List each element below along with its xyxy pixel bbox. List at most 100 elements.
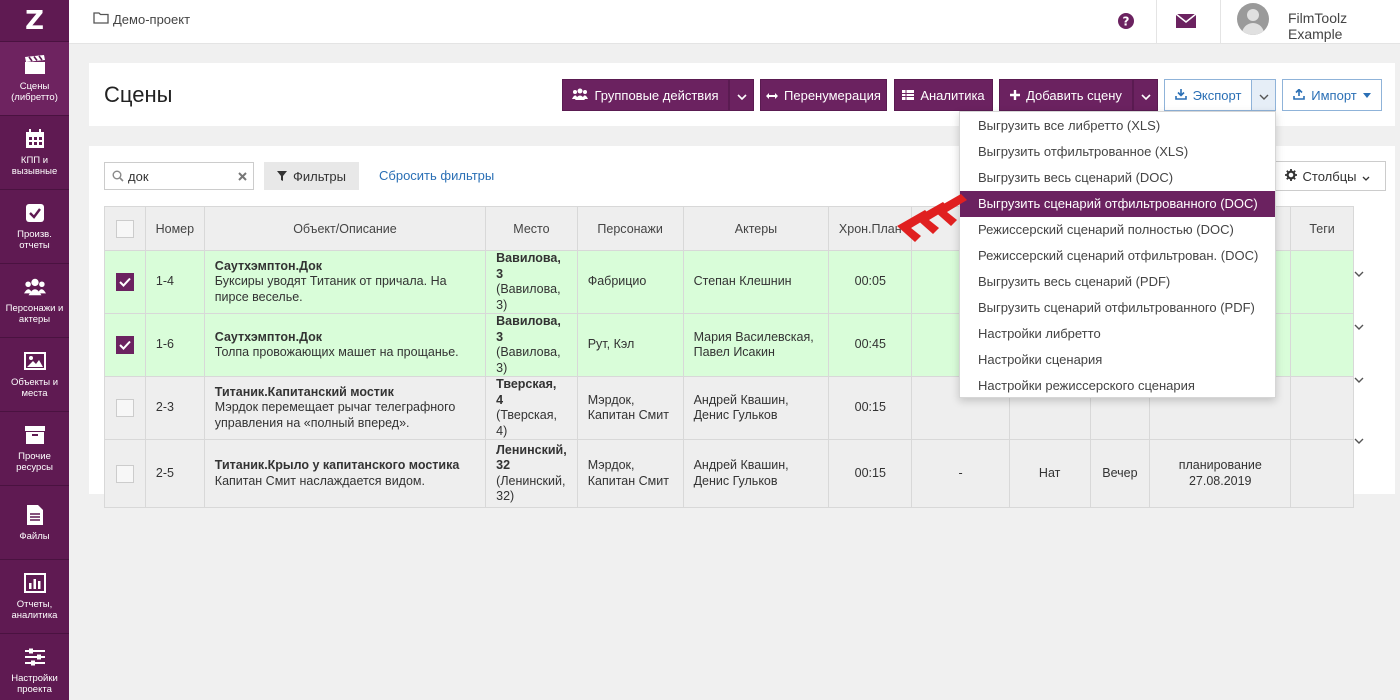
table-row[interactable]: 2-3 Титаник.Капитанский мостик Мэрдок пе… bbox=[104, 376, 1354, 440]
column-header-place[interactable]: Место bbox=[485, 206, 578, 251]
gear-icon bbox=[1284, 168, 1297, 184]
cell-chron: 00:05 bbox=[828, 250, 913, 314]
export-menu-item[interactable]: Режиссерский сценарий отфильтрован. (DOC… bbox=[978, 248, 1259, 263]
sidebar-item-files[interactable]: Файлы bbox=[0, 486, 69, 560]
sidebar-item-reports[interactable]: Произв. отчеты bbox=[0, 190, 69, 264]
row-checkbox[interactable] bbox=[115, 464, 134, 483]
status-text: планирование bbox=[1178, 458, 1262, 472]
place-name: Ленинский, 32 bbox=[496, 442, 567, 473]
cell-tags bbox=[1290, 250, 1354, 314]
reset-filters-link[interactable]: Сбросить фильтры bbox=[379, 168, 495, 183]
row-expand-chevron-icon[interactable] bbox=[1354, 265, 1366, 277]
filters-button[interactable]: Фильтры bbox=[264, 162, 359, 190]
cell-place: Вавилова, 3 (Вавилова, 3) bbox=[485, 250, 578, 314]
table-icon bbox=[902, 88, 915, 103]
sidebar-item-label: Объекты и места bbox=[10, 377, 59, 399]
cell-number: 1-6 bbox=[144, 313, 205, 377]
place-address: (Ленинский, 32) bbox=[496, 473, 566, 504]
column-header-chron[interactable]: Хрон.План bbox=[828, 206, 913, 251]
user-name[interactable]: FilmToolz Example bbox=[1288, 10, 1348, 42]
cell-number: 2-5 bbox=[144, 439, 205, 508]
column-header-object[interactable]: Объект/Описание bbox=[203, 206, 487, 251]
analytics-button[interactable]: Аналитика bbox=[894, 79, 993, 111]
column-header-number[interactable]: Номер bbox=[144, 206, 205, 251]
sidebar-item-objects[interactable]: Объекты и места bbox=[0, 338, 69, 412]
cell-object: Саутхэмптон.Док Толпа провожающих машет … bbox=[203, 313, 487, 377]
add-scene-label: Добавить сцену bbox=[1026, 87, 1122, 103]
archive-icon bbox=[24, 424, 46, 446]
breadcrumb-project: Демо-проект bbox=[113, 11, 191, 27]
image-icon bbox=[23, 350, 46, 372]
row-checkbox[interactable] bbox=[115, 399, 134, 417]
add-scene-dropdown-toggle[interactable] bbox=[1133, 79, 1158, 111]
add-scene-button[interactable]: Добавить сцену bbox=[999, 79, 1133, 111]
column-header-actors[interactable]: Актеры bbox=[682, 206, 830, 251]
analytics-label: Аналитика bbox=[920, 87, 985, 103]
place-address: (Вавилова, 3) bbox=[496, 282, 561, 312]
row-checkbox[interactable] bbox=[115, 336, 134, 354]
sidebar-item-kpp[interactable]: КПП и вызывные bbox=[0, 116, 69, 190]
checkbox-icon bbox=[24, 202, 46, 224]
cell-characters: Мэрдок, Капитан Смит bbox=[576, 376, 684, 440]
check-icon bbox=[119, 277, 131, 287]
import-button[interactable]: Импорт bbox=[1282, 79, 1382, 111]
avatar[interactable] bbox=[1237, 3, 1269, 35]
sidebar-item-characters[interactable]: Персонажи и актеры bbox=[0, 264, 69, 338]
export-menu-item[interactable]: Настройки режиссерского сценария bbox=[978, 378, 1195, 393]
sidebar: Z Сцены (либретто) КПП и вызывные Произв… bbox=[0, 0, 69, 700]
row-select-cell bbox=[104, 439, 146, 508]
cell-object: Титаник.Капитанский мостик Мэрдок переме… bbox=[203, 376, 487, 440]
row-select-cell bbox=[104, 376, 146, 440]
export-dropdown-toggle[interactable] bbox=[1251, 79, 1276, 111]
column-header-characters[interactable]: Персонажи bbox=[576, 206, 684, 251]
help-icon[interactable]: ? bbox=[1115, 10, 1137, 32]
topbar: Демо-проект ? FilmToolz Example bbox=[69, 0, 1400, 44]
export-menu-item[interactable]: Выгрузить сценарий отфильтрованного (PDF… bbox=[978, 300, 1255, 315]
app-logo[interactable]: Z bbox=[0, 0, 69, 42]
row-expand-chevron-icon[interactable] bbox=[1354, 371, 1366, 383]
columns-button[interactable]: Столбцы bbox=[1269, 161, 1386, 191]
sidebar-item-analytics[interactable]: Отчеты, аналитика bbox=[0, 560, 69, 634]
row-select-cell bbox=[104, 250, 146, 314]
sidebar-item-label: КПП и вызывные bbox=[11, 155, 58, 177]
breadcrumb[interactable]: Демо-проект bbox=[93, 11, 190, 27]
clear-search-icon[interactable] bbox=[238, 171, 247, 181]
sidebar-item-scenes[interactable]: Сцены (либретто) bbox=[0, 42, 69, 116]
svg-text:?: ? bbox=[1123, 15, 1130, 29]
mail-icon[interactable] bbox=[1175, 10, 1197, 32]
place-name: Вавилова, 3 bbox=[496, 251, 561, 281]
table-row[interactable]: 2-5 Титаник.Крыло у капитанского мостика… bbox=[104, 439, 1354, 508]
group-actions-dropdown-toggle[interactable] bbox=[729, 79, 754, 111]
export-menu-item[interactable]: Настройки сценария bbox=[978, 352, 1103, 367]
select-all-checkbox[interactable] bbox=[115, 219, 134, 238]
export-menu-item[interactable]: Настройки либретто bbox=[978, 326, 1101, 341]
export-menu-item[interactable]: Выгрузить весь сценарий (DOC) bbox=[978, 170, 1174, 185]
row-expand-chevron-icon[interactable] bbox=[1354, 432, 1366, 444]
cell-actors: Мария Василевская, Павел Исакин bbox=[682, 313, 830, 377]
export-menu-item[interactable]: Выгрузить весь сценарий (PDF) bbox=[978, 274, 1171, 289]
search-field[interactable] bbox=[104, 162, 254, 190]
page-title: Сцены bbox=[104, 82, 173, 107]
renumber-button[interactable]: Перенумерация bbox=[760, 79, 887, 111]
export-menu-item-active[interactable]: Выгрузить сценарий отфильтрованного (DOC… bbox=[960, 191, 1275, 217]
cell-extra-3: Вечер bbox=[1089, 439, 1151, 508]
cell-object: Саутхэмптон.Док Буксиры уводят Титаник о… bbox=[203, 250, 487, 314]
sidebar-item-resources[interactable]: Прочие ресурсы bbox=[0, 412, 69, 486]
cell-tags bbox=[1290, 376, 1354, 440]
object-title: Саутхэмптон.Док bbox=[214, 329, 323, 344]
page-header: Сцены Групповые действия Перенумерация А… bbox=[89, 63, 1395, 126]
row-checkbox[interactable] bbox=[115, 273, 134, 291]
row-expand-chevron-icon[interactable] bbox=[1354, 318, 1366, 330]
column-header-tags[interactable]: Теги bbox=[1290, 206, 1354, 251]
export-menu-item[interactable]: Режиссерский сценарий полностью (DOC) bbox=[978, 222, 1234, 237]
cell-tags bbox=[1290, 439, 1354, 508]
object-title: Титаник.Крыло у капитанского мостика bbox=[214, 458, 460, 472]
sidebar-item-settings[interactable]: Настройки проекта bbox=[0, 634, 69, 700]
export-menu-item[interactable]: Выгрузить все либретто (XLS) bbox=[978, 118, 1161, 133]
chevron-down-icon bbox=[1140, 88, 1151, 103]
export-menu-item[interactable]: Выгрузить отфильтрованное (XLS) bbox=[978, 144, 1189, 159]
bar-chart-icon bbox=[23, 572, 46, 594]
group-actions-button[interactable]: Групповые действия bbox=[562, 79, 729, 111]
search-input[interactable] bbox=[128, 168, 228, 184]
export-button[interactable]: Экспорт bbox=[1164, 79, 1252, 111]
